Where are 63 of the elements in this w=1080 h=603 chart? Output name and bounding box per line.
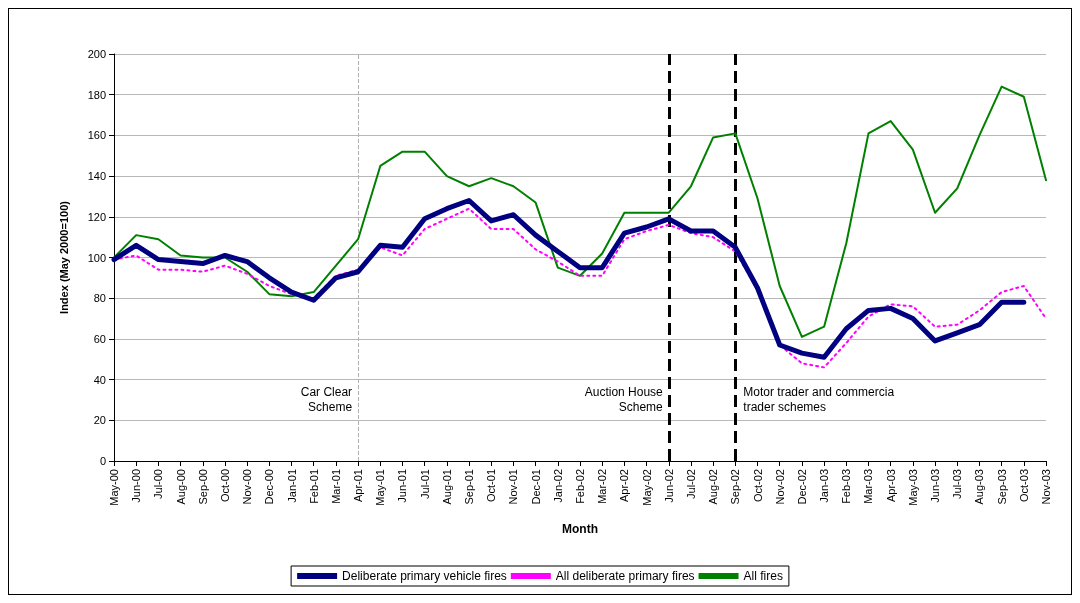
x-tick-label: Jul-00 [152, 469, 165, 499]
x-tick-label: Jun-01 [396, 469, 409, 503]
y-tick-label: 200 [87, 48, 106, 60]
x-tick-label: Sep-01 [463, 469, 476, 505]
y-tick-label: 100 [87, 251, 106, 264]
x-tick-label: Sep-03 [995, 469, 1008, 505]
x-tick-label: Nov-02 [773, 469, 786, 505]
x-tick-label: Aug-01 [440, 469, 453, 505]
y-tick-label: 20 [93, 414, 106, 427]
line-series [113, 85, 1047, 338]
x-tick-label: Apr-01 [352, 469, 365, 503]
x-tick-label: Feb-01 [307, 469, 320, 504]
x-tick-label: Nov-00 [241, 469, 254, 505]
ref-line-label: Car Clear Scheme [300, 385, 353, 415]
x-tick-label: Dec-01 [529, 469, 542, 505]
x-tick-label: Jul-03 [951, 469, 964, 499]
x-tick-label: May-01 [374, 469, 387, 506]
legend-label: All deliberate primary fires [555, 569, 695, 583]
ref-line-label: Auction House Scheme [584, 385, 664, 415]
x-tick-label: Dec-02 [795, 469, 808, 505]
y-axis-title: Index (May 2000=100) [57, 200, 70, 314]
x-tick-label: Aug-03 [973, 469, 986, 505]
x-tick-label: May-02 [640, 469, 653, 506]
x-tick-label: Jul-01 [418, 469, 431, 499]
x-tick-label: Mar-02 [596, 469, 609, 504]
x-tick-label: Feb-03 [840, 469, 853, 504]
x-tick-label: Jul-02 [684, 469, 697, 499]
x-tick-label: Sep-00 [196, 469, 209, 505]
x-tick-label: Apr-02 [618, 469, 631, 503]
x-tick-label: Jan-03 [818, 469, 831, 503]
x-tick-label: Jan-01 [285, 469, 298, 503]
x-tick-label: Mar-03 [862, 469, 875, 504]
x-axis-title: Month [562, 522, 598, 536]
x-tick-label: Nov-01 [507, 469, 520, 505]
x-tick-label: Oct-03 [1017, 469, 1030, 503]
legend-label: All fires [743, 569, 783, 583]
x-tick-label: Jun-00 [130, 469, 143, 503]
ref-line-label: Motor trader and commercia trader schemes [743, 385, 895, 415]
x-tick-label: Jun-02 [662, 469, 675, 503]
y-tick-label: 160 [87, 129, 106, 142]
x-tick-label: Dec-00 [263, 469, 276, 505]
x-tick-label: Oct-01 [485, 469, 498, 503]
y-tick-label: 180 [87, 88, 106, 101]
y-tick-label: 120 [87, 210, 106, 223]
x-tick-label: Oct-02 [751, 469, 764, 503]
y-tick-label: 40 [93, 373, 106, 386]
x-tick-label: Feb-02 [574, 469, 586, 504]
x-tick-label: Apr-03 [884, 469, 897, 503]
y-tick-label: 80 [93, 292, 106, 305]
y-tick-label: 140 [87, 170, 106, 183]
x-tick-label: Nov-03 [1040, 469, 1052, 505]
legend-label: Deliberate primary vehicle fires [342, 569, 507, 583]
x-tick-label: Sep-02 [729, 469, 742, 505]
x-tick-label: May-03 [906, 469, 919, 506]
x-tick-label: Oct-00 [218, 469, 231, 503]
x-tick-label: Mar-01 [329, 469, 342, 504]
y-tick-label: 0 [99, 455, 106, 467]
y-tick-label: 60 [93, 332, 106, 345]
x-tick-label: Aug-00 [174, 469, 187, 505]
x-tick-label: Jan-02 [551, 469, 564, 503]
x-tick-label: Aug-02 [707, 469, 720, 505]
x-tick-label: May-00 [108, 469, 120, 506]
x-tick-label: Jun-03 [929, 469, 942, 503]
